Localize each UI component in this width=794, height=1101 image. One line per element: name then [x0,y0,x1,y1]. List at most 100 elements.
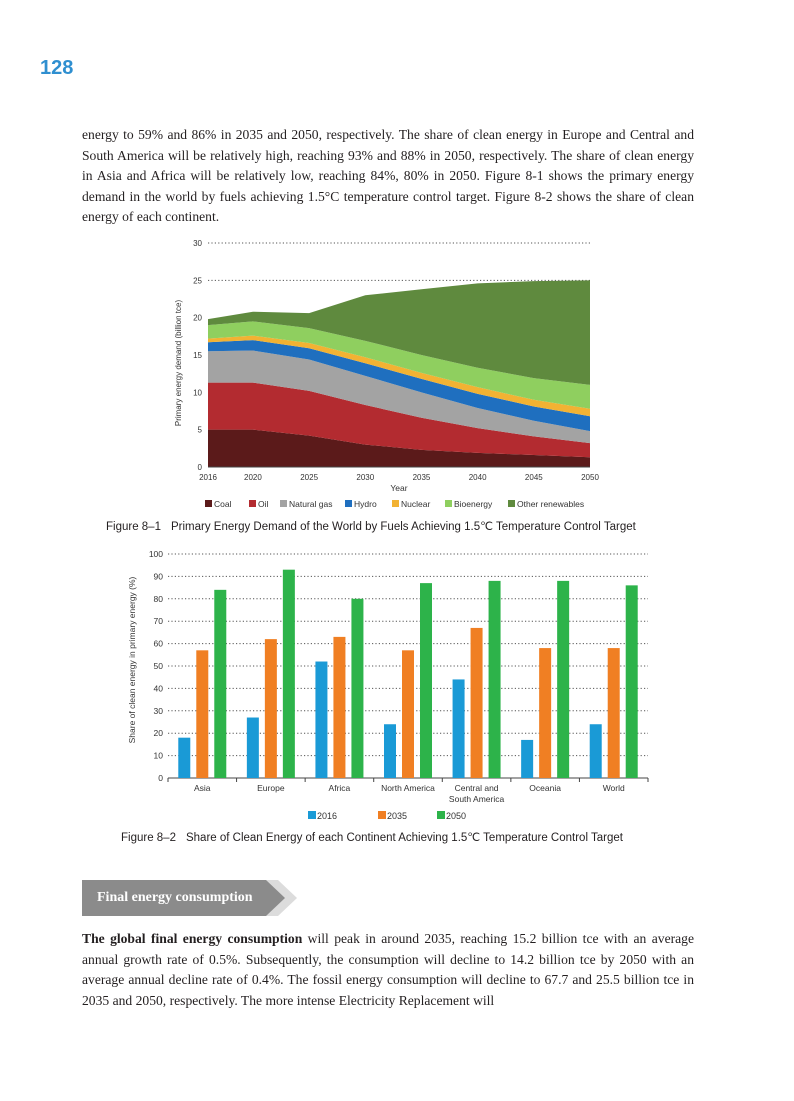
section-banner: Final energy consumption [82,880,297,916]
legend-label: Bioenergy [454,499,493,509]
y-tick-label: 20 [193,314,202,323]
legend-label: Natural gas [289,499,332,509]
legend-swatch [205,500,212,507]
x-tick-label: 2030 [356,473,374,482]
y-tick-label: 15 [193,351,202,360]
bar-world-2035 [607,648,620,778]
bar-africa-2050 [351,598,364,778]
bar-asia-2016 [178,737,191,778]
bar-asia-2035 [196,650,209,778]
legend-swatch [445,500,452,507]
legend-swatch [249,500,256,507]
bar-world-2016 [589,724,602,778]
y-tick-label: 0 [158,773,163,783]
y-tick-label: 50 [154,661,164,671]
bar-north-america-2050 [420,583,432,778]
legend-label: 2016 [317,811,337,821]
bar-north-america-2035 [402,650,414,778]
legend-swatch [378,811,386,819]
section-title: Final energy consumption [97,890,253,905]
legend-item-coal: Coal [205,499,232,509]
legend-label: 2050 [446,811,466,821]
bar-africa-2016 [315,661,328,778]
x-tick-label: 2040 [469,473,487,482]
bar-europe-2050 [282,569,295,778]
legend-label: Coal [214,499,232,509]
y-tick-label: 30 [154,706,164,716]
y-tick-label: 10 [154,751,164,761]
bar-africa-2035 [333,636,346,778]
x-axis-title: Year [390,483,407,493]
x-tick-label: North America [381,783,435,793]
y-axis-title: Primary energy demand (billion tce) [174,300,183,427]
legend-item-hydro: Hydro [345,499,377,509]
legend-label: Oil [258,499,269,509]
bar-oceania-2016 [521,739,534,778]
bar-central-and-south-america-2035 [470,627,483,778]
y-tick-label: 90 [154,571,164,581]
paragraph-2-text: will peak in around 2035, reaching 15.2 … [82,931,694,1008]
y-tick-label: 10 [193,388,202,397]
bar-central-and-south-america-2016 [452,679,465,778]
y-tick-label: 30 [193,239,202,248]
area-oil [208,382,590,458]
x-tick-label: Asia [194,783,211,793]
legend-swatch [345,500,352,507]
legend-label: 2035 [387,811,407,821]
x-tick-label: 2035 [413,473,431,482]
figure-8-2-title: Share of Clean Energy of each Continent … [185,832,623,844]
bar-asia-2050 [214,589,227,778]
figure-8-2-caption: Figure 8–2 Share of Clean Energy of each … [121,830,623,844]
bar-oceania-2050 [557,580,570,778]
figure-8-1-caption: Figure 8–1 Primary Energy Demand of the W… [106,519,636,533]
y-tick-label: 60 [154,639,164,649]
x-tick-label: 2020 [244,473,262,482]
legend-swatch [508,500,515,507]
legend-swatch [437,811,445,819]
bar-europe-2016 [246,717,259,778]
x-tick-label: Europe [257,783,285,793]
x-tick-label: 2050 [581,473,599,482]
body-paragraph-1: energy to 59% and 86% in 2035 and 2050, … [82,127,694,224]
legend-item-natural-gas: Natural gas [280,499,332,509]
y-tick-label: 70 [154,616,164,626]
area-other-renewables [208,280,590,385]
y-tick-label: 0 [198,463,203,472]
bar-oceania-2035 [539,648,552,778]
x-tick-label: Central and [455,783,499,793]
legend-item-other-renewables: Other renewables [508,499,584,509]
page-number: 128 [40,57,74,79]
y-tick-label: 80 [154,594,164,604]
legend-swatch [308,811,316,819]
legend-item-bioenergy: Bioenergy [445,499,493,509]
legend-swatch [392,500,399,507]
figure-8-1-number: Figure 8–1 [106,521,161,533]
x-tick-label: Oceania [529,783,561,793]
y-tick-label: 40 [154,683,164,693]
paragraph-2-bold-lead: The global final energy consumption [82,931,303,946]
x-tick-label: World [603,783,625,793]
bar-central-and-south-america-2050 [488,580,501,778]
y-tick-label: 5 [198,426,203,435]
area-hydro [208,340,590,432]
x-tick-label: South America [449,794,505,804]
y-tick-label: 100 [149,549,163,559]
figure-8-1-title: Primary Energy Demand of the World by Fu… [170,521,636,533]
area-bioenergy [208,321,590,409]
body-paragraph-2: The global final energy consumption will… [82,929,694,1011]
legend-item-2050: 2050 [437,811,466,821]
area-natural-gas [208,350,590,444]
banner-arrow [82,880,285,916]
y-axis-title: Share of clean energy in primary energy … [127,576,137,743]
y-tick-label: 25 [193,276,202,285]
bar-world-2050 [625,585,638,778]
x-tick-label: 2016 [199,473,217,482]
legend-label: Hydro [354,499,377,509]
legend-swatch [280,500,287,507]
x-tick-label: 2025 [300,473,318,482]
y-tick-label: 20 [154,728,164,738]
legend-item-nuclear: Nuclear [392,499,430,509]
legend-item-2016: 2016 [308,811,337,821]
figure-8-2-number: Figure 8–2 [121,832,176,844]
